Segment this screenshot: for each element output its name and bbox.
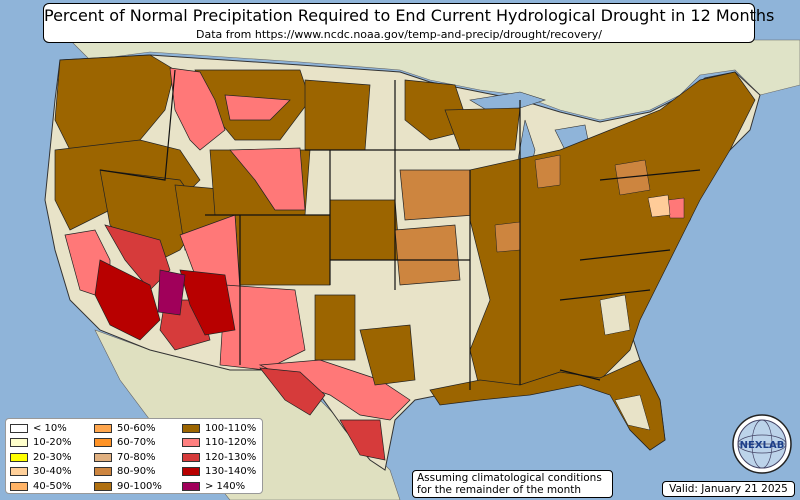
legend-item: 80-90% [94, 466, 156, 478]
region-appalachian-light [599, 294, 651, 431]
region-colorado-brown [234, 214, 331, 286]
state-boundaries [99, 69, 701, 390]
legend-swatch [182, 481, 200, 491]
legend-label: 10-20% [33, 437, 72, 448]
legend-swatch [94, 438, 112, 447]
assumption-note: Assuming climatological conditions for t… [412, 470, 613, 498]
region-tx-red [259, 367, 386, 461]
region-wy-pink [229, 147, 306, 211]
map-subtitle: Data from https://www.ncdc.noaa.gov/temp… [196, 28, 602, 41]
legend-swatch [94, 423, 112, 433]
region-mid-atlantic-red [667, 197, 685, 219]
legend-swatch [182, 467, 200, 476]
note-line-1: Assuming climatological conditions [417, 472, 602, 484]
legend-label: 20-30% [33, 451, 72, 463]
region-wi-brown [444, 107, 521, 151]
region-iowa-tan [399, 169, 476, 221]
legend-item: < 10% [10, 422, 67, 434]
legend-item: 110-120% [182, 437, 256, 449]
map-title: Percent of Normal Precipitation Required… [44, 6, 775, 25]
legend-label: 90-100% [117, 480, 162, 492]
region-gulf-brown [429, 359, 666, 451]
legend-item: > 140% [182, 480, 245, 492]
legend-label: 100-110% [205, 422, 257, 434]
globe-icon: NEXLAB [732, 414, 792, 474]
legend-swatch [182, 423, 200, 433]
region-mid-atlantic-peach [647, 194, 671, 218]
region-idaho-pink [169, 67, 226, 151]
legend-item: 50-60% [94, 422, 156, 434]
region-tx-east-brown [359, 324, 416, 386]
legend-label: 70-80% [117, 451, 156, 463]
legend-label: 40-50% [33, 480, 72, 492]
logo-text: NEXLAB [740, 440, 785, 451]
legend-label: 120-130% [205, 451, 257, 463]
legend-swatch [10, 452, 28, 462]
legend-label: 60-70% [117, 437, 156, 448]
legend-label: 110-120% [205, 437, 257, 448]
legend-label: 80-90% [117, 466, 156, 477]
legend-item: 40-50% [10, 480, 72, 492]
region-east-brown [469, 71, 756, 391]
legend-item: 30-40% [10, 466, 72, 478]
legend-swatch [94, 452, 112, 462]
note-line-2: for the remainder of the month [417, 484, 582, 496]
legend-item: 100-110% [182, 422, 256, 434]
region-socal-darkred [94, 259, 161, 341]
legend-swatch [10, 423, 28, 433]
legend-item: 130-140% [182, 466, 256, 478]
legend-item: 90-100% [94, 480, 162, 492]
legend-label: > 140% [205, 480, 246, 492]
legend-item: 60-70% [94, 437, 156, 449]
legend-item: 120-130% [182, 451, 256, 463]
region-ok-brown [314, 294, 356, 361]
legend-item: 20-30% [10, 451, 72, 463]
title-box: Percent of Normal Precipitation Required… [43, 3, 775, 43]
legend-label: 50-60% [117, 422, 156, 434]
region-mt-pink [224, 94, 291, 121]
legend-label: < 10% [33, 422, 67, 434]
legend-label: 130-140% [205, 466, 257, 477]
legend-swatch [94, 467, 112, 476]
legend-label: 30-40% [33, 466, 72, 477]
region-plains-brown [304, 79, 371, 151]
legend-swatch [10, 481, 28, 491]
legend-swatch [182, 452, 200, 462]
region-mo-tan [394, 224, 461, 286]
legend-swatch [10, 438, 28, 447]
legend-item: 70-80% [94, 451, 156, 463]
legend-swatch [182, 438, 200, 447]
legend-swatch [94, 481, 112, 491]
valid-date: Valid: January 21 2025 [662, 481, 795, 497]
legend: < 10% 10-20% 20-30% 30-40% 40-50% 50-60% 60-70… [5, 418, 263, 494]
legend-swatch [10, 467, 28, 476]
region-az-darkred [179, 269, 236, 336]
region-nm-pink [219, 284, 306, 371]
region-magenta [157, 269, 186, 316]
legend-item: 10-20% [10, 437, 72, 449]
region-ks-brown [329, 199, 401, 261]
canada-land [69, 39, 800, 121]
